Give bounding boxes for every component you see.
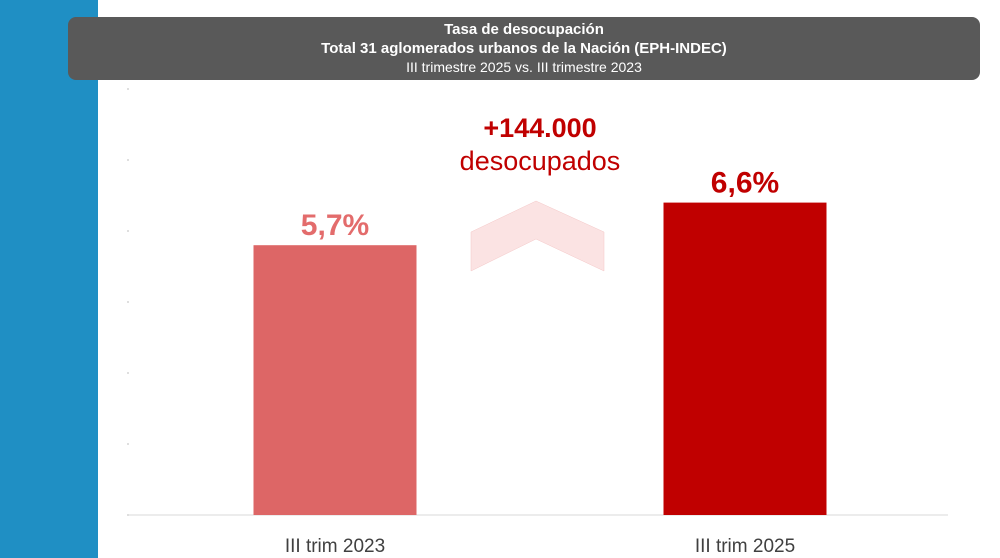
bar-2025 — [663, 202, 827, 515]
bar-2023 — [253, 245, 417, 515]
data-label-2025: 6,6% — [711, 167, 779, 200]
x-tick-label-2025: III trim 2025 — [695, 536, 795, 557]
chart-period: III trimestre 2025 vs. III trimestre 202… — [406, 59, 642, 75]
labels-group: 5,7% III trim 2023 6,6% III trim 2025 — [285, 167, 795, 557]
unemployed-increase-label: desocupados — [459, 146, 621, 176]
x-tick-label-2023: III trim 2023 — [285, 536, 385, 557]
bars-group — [253, 202, 827, 515]
chart-subtitle: Total 31 aglomerados urbanos de la Nació… — [321, 40, 727, 57]
side-accent-bar — [0, 0, 98, 558]
unemployed-increase-value: +144.000 — [483, 113, 597, 143]
chart-title: Tasa de desocupación — [444, 21, 604, 38]
data-label-2023: 5,7% — [301, 209, 369, 242]
up-arrow-icon — [470, 200, 605, 272]
chart-header: Tasa de desocupación Total 31 aglomerado… — [68, 17, 980, 80]
